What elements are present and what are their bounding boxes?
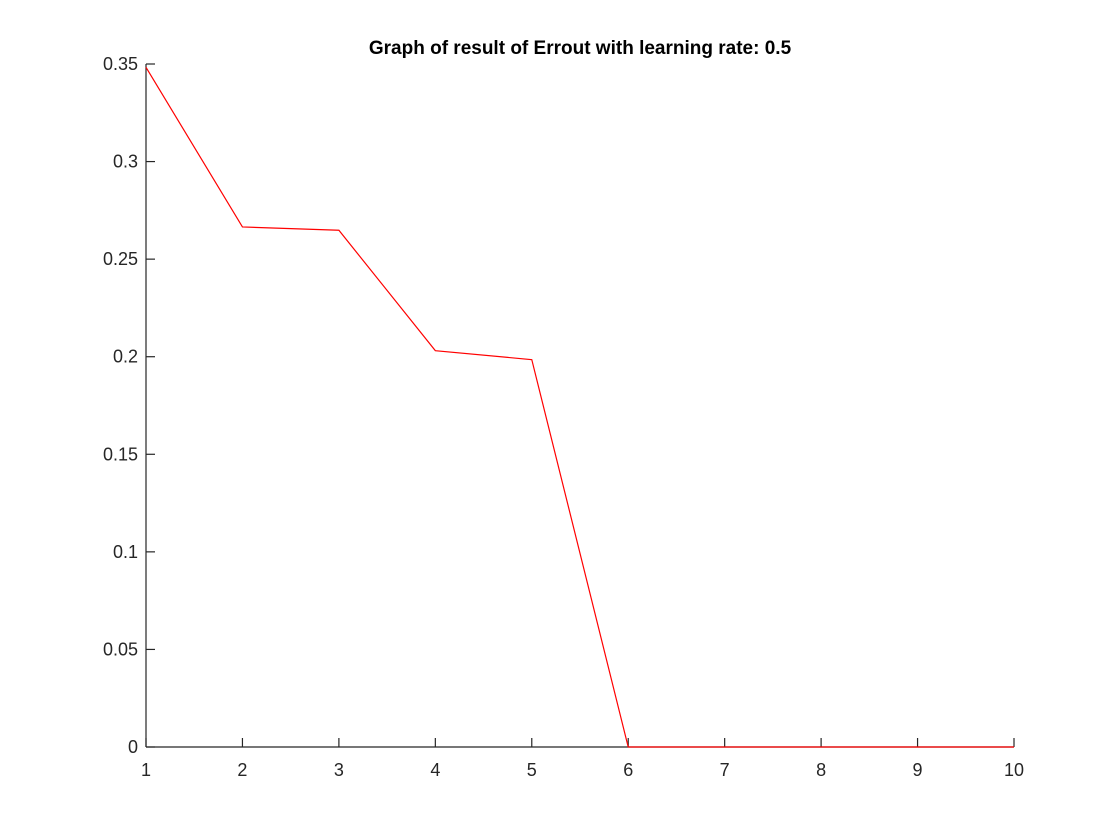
x-tick-label: 8 — [816, 760, 826, 780]
chart-title: Graph of result of Errout with learning … — [369, 38, 792, 59]
y-tick-label: 0.25 — [103, 249, 138, 269]
x-tick-label: 1 — [141, 760, 151, 780]
series-line — [145, 67, 1014, 748]
x-tick-label: 9 — [913, 760, 923, 780]
x-tick-label: 6 — [623, 760, 633, 780]
y-tick-label: 0.3 — [113, 152, 138, 172]
y-tick-label: 0.1 — [113, 542, 138, 562]
x-tick-label: 2 — [237, 760, 247, 780]
y-tick-label: 0.05 — [103, 639, 138, 659]
x-tick-label: 3 — [334, 760, 344, 780]
y-tick-label: 0.2 — [113, 347, 138, 367]
tick-labels: 1 2 3 4 5 6 7 8 9 10 0 0.05 0.1 0.15 0.2 0.25 0.3 0.35 — [103, 54, 1024, 780]
x-tick-label: 7 — [720, 760, 730, 780]
x-tick-label: 10 — [1004, 760, 1024, 780]
axes — [145, 64, 1014, 748]
y-tick-label: 0 — [128, 737, 138, 757]
y-tick-label: 0.15 — [103, 444, 138, 464]
y-tick-label: 0.35 — [103, 54, 138, 74]
series-group — [145, 67, 1014, 748]
x-tick-label: 5 — [527, 760, 537, 780]
tick-marks — [145, 63, 1015, 748]
x-tick-label: 4 — [430, 760, 440, 780]
